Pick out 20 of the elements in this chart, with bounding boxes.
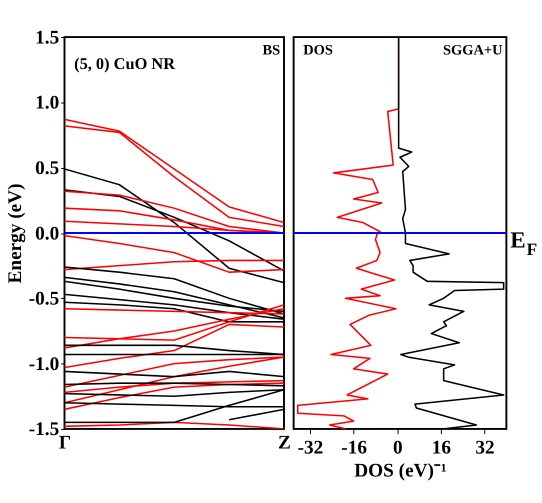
y-tick-label: 0.0 (35, 223, 60, 244)
x-tick-label: 32 (475, 437, 495, 458)
y-tick-label: -0.5 (28, 288, 60, 310)
annotation: DOS (303, 42, 333, 58)
y-tick-label: 1.0 (35, 92, 60, 114)
x-tick-label: Γ (58, 432, 72, 454)
annotation: (5, 0) CuO NR (74, 54, 176, 73)
x-tick-label: 0 (392, 437, 403, 458)
x-tick-label: -32 (298, 437, 324, 458)
y-tick-label: 1.5 (35, 27, 60, 48)
y-tick-label: -1.5 (28, 419, 60, 440)
y-tick-label: 0.5 (35, 158, 60, 179)
annotation: BS (262, 42, 280, 58)
x-tick-label: -16 (341, 437, 368, 458)
y-tick-label: -1.0 (28, 354, 60, 375)
x-tick-label: Z (278, 432, 291, 454)
x-axis-title: DOS (eV)⁻¹ (354, 460, 447, 482)
x-tick-label: 16 (432, 437, 452, 458)
y-axis-title: Energy (eV) (5, 184, 26, 284)
annotation: SGGA+U (442, 42, 504, 58)
